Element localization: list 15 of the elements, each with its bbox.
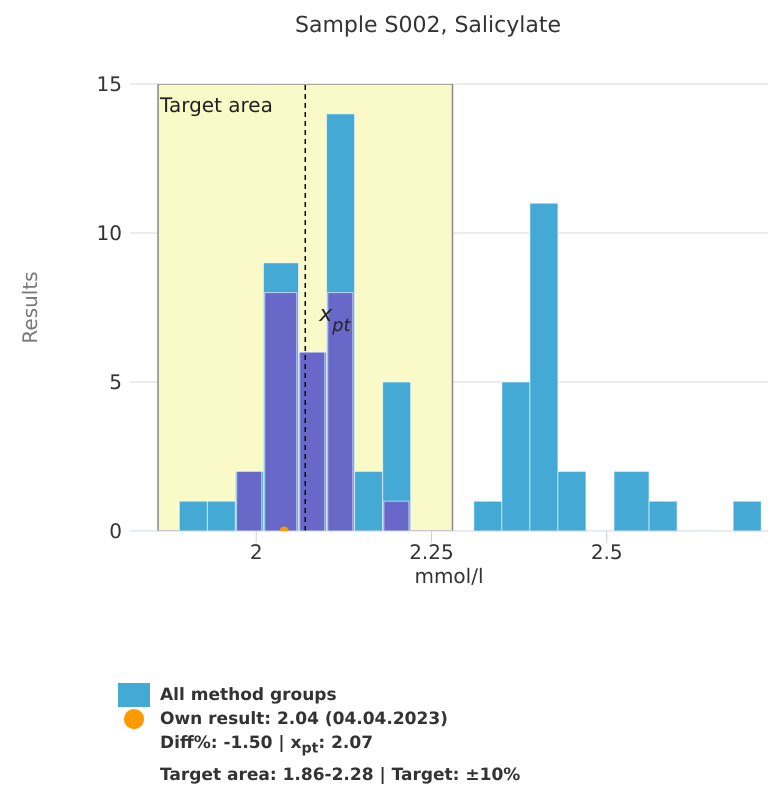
band-label: Target area (159, 93, 273, 117)
y-tick-label: 5 (109, 370, 122, 394)
legend-label: Own result: 2.04 (04.04.2023) (159, 708, 449, 731)
y-axis-title: Results (18, 271, 42, 344)
text: Diff%: -1.50 | x$_{pt}$: 2.07 (160, 732, 374, 758)
x-tick-label: 2.5 (590, 540, 623, 564)
y-tick-label: 15 (96, 72, 122, 96)
text: Target area: 1.86-2.28 | Target: ±10% (160, 764, 522, 788)
x-axis-title: mmol/l (414, 564, 484, 588)
chart-title: Sample S002, Salicylate (294, 12, 562, 40)
legend-label: All method groups (159, 684, 337, 707)
x-tick-label: 2.25 (409, 540, 454, 564)
x-tick-label: 2 (250, 540, 263, 564)
y-tick-label: 0 (109, 519, 122, 544)
y-tick-label: 10 (96, 221, 122, 246)
